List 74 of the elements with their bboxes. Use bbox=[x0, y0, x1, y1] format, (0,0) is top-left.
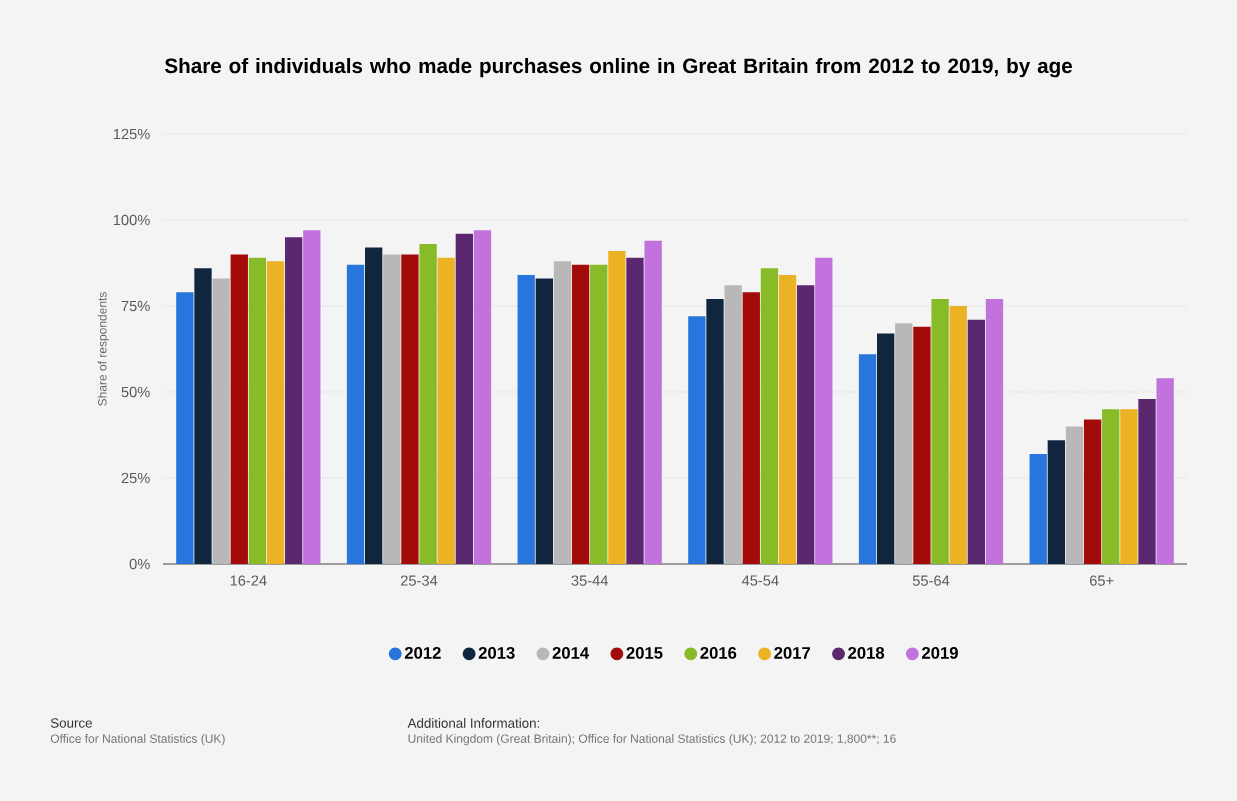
legend-label: 2019 bbox=[922, 647, 958, 659]
bar bbox=[626, 257, 644, 564]
y-tick-label: 25% bbox=[121, 472, 150, 484]
bar bbox=[1120, 409, 1138, 564]
bar bbox=[383, 254, 401, 564]
legend-label: 2013 bbox=[478, 647, 515, 659]
x-tick-label: 25-34 bbox=[400, 575, 438, 586]
bar bbox=[1083, 419, 1102, 564]
bar bbox=[644, 240, 662, 564]
bar bbox=[365, 247, 383, 564]
x-tick-label: 16-24 bbox=[230, 575, 267, 586]
bar bbox=[303, 230, 321, 564]
bar bbox=[778, 275, 797, 564]
x-tick-label: 55-64 bbox=[912, 575, 950, 586]
bar bbox=[760, 268, 779, 564]
bar bbox=[176, 292, 194, 564]
text: Office for National Statistics (UK) bbox=[50, 734, 225, 746]
legend-label: 2014 bbox=[552, 647, 590, 659]
bar bbox=[1047, 440, 1066, 564]
y-tick-label: 100% bbox=[113, 214, 150, 226]
bar bbox=[877, 333, 895, 564]
bar bbox=[1065, 426, 1084, 564]
bar bbox=[931, 299, 949, 564]
bar bbox=[517, 275, 535, 564]
legend-label: 2015 bbox=[626, 647, 663, 659]
chart-title: Share of individuals who made purchases online in Great Britain from 2012 to 2019, by age bbox=[164, 57, 1073, 78]
bar bbox=[248, 257, 267, 564]
bar bbox=[1102, 409, 1120, 564]
bar bbox=[608, 250, 626, 564]
bar bbox=[1029, 453, 1047, 564]
bar bbox=[815, 257, 833, 564]
bar bbox=[949, 306, 967, 564]
bar bbox=[913, 326, 931, 564]
y-tick-label: 50% bbox=[121, 386, 150, 398]
text: Source bbox=[50, 718, 92, 728]
y-tick-label: 0% bbox=[129, 558, 150, 570]
y-tick-label: 125% bbox=[113, 128, 150, 140]
bar bbox=[724, 285, 742, 564]
bar bbox=[688, 316, 706, 564]
bar bbox=[967, 319, 986, 564]
bar bbox=[571, 264, 590, 564]
bar bbox=[706, 299, 724, 564]
bar bbox=[401, 254, 419, 564]
bar bbox=[553, 261, 572, 564]
bar bbox=[473, 230, 492, 564]
bar bbox=[742, 292, 760, 564]
bar bbox=[985, 299, 1004, 564]
bar bbox=[895, 323, 913, 564]
bar bbox=[455, 233, 474, 564]
bar bbox=[212, 278, 230, 564]
bar bbox=[797, 285, 815, 564]
text: Additional Information: bbox=[407, 718, 540, 728]
x-tick-label: 35-44 bbox=[571, 575, 608, 586]
legend-label: 2018 bbox=[848, 647, 885, 659]
bar bbox=[266, 261, 285, 564]
bar bbox=[535, 278, 554, 564]
legend-label: 2016 bbox=[700, 647, 737, 659]
bar bbox=[285, 237, 303, 564]
x-tick-label: 65+ bbox=[1089, 575, 1114, 586]
bar bbox=[1156, 378, 1174, 564]
bar bbox=[194, 268, 212, 564]
bar bbox=[230, 254, 248, 564]
legend-label: 2017 bbox=[774, 647, 811, 659]
legend-label: 2012 bbox=[404, 647, 441, 659]
bar bbox=[1138, 398, 1156, 564]
bar bbox=[858, 354, 877, 564]
bar bbox=[437, 257, 455, 564]
bar bbox=[590, 264, 608, 564]
y-axis-title: Share of respondents bbox=[97, 292, 109, 406]
text: United Kingdom (Great Britain); Office for National Statistics (UK); 2012 to 2019; 1,800**; 16 bbox=[408, 734, 896, 746]
y-tick-label: 75% bbox=[121, 300, 150, 312]
bar bbox=[346, 264, 365, 564]
bar bbox=[419, 244, 437, 564]
x-tick-label: 45-54 bbox=[741, 575, 779, 586]
